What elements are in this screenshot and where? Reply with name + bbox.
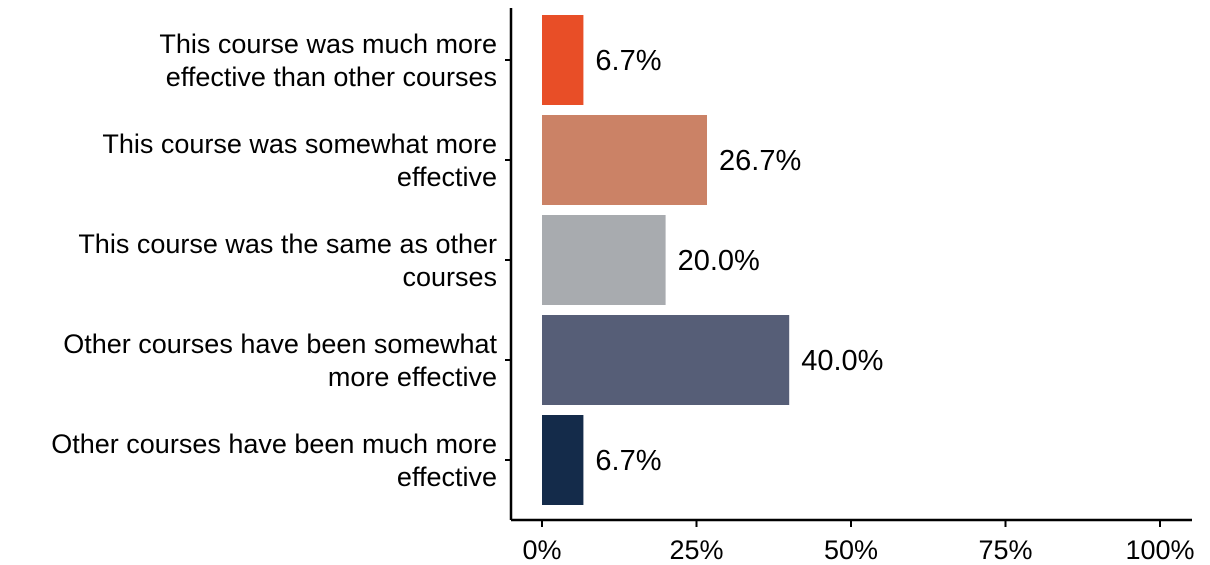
category-label-2: This course was the same as other courses <box>78 229 497 292</box>
category-label-1-line-1: effective <box>397 162 497 192</box>
value-label-4: 6.7% <box>595 445 661 477</box>
category-label-0-line-0: This course was much more <box>159 29 497 59</box>
category-label-4: Other courses have been much more effecti… <box>51 429 497 492</box>
category-label-0: This course was much more effective than … <box>159 29 497 92</box>
category-labels-group: This course was much more effective than … <box>51 29 497 492</box>
category-label-1: This course was somewhat more effective <box>102 129 497 192</box>
category-label-0-line-1: effective than other courses <box>166 62 497 92</box>
value-label-1: 26.7% <box>719 145 801 177</box>
value-label-2: 20.0% <box>678 245 760 277</box>
category-label-4-line-1: effective <box>397 462 497 492</box>
bar-3 <box>542 315 790 405</box>
bar-2 <box>542 215 666 305</box>
category-label-3-line-1: more effective <box>328 362 497 392</box>
bar-0 <box>542 15 584 105</box>
category-label-1-line-0: This course was somewhat more <box>102 129 497 159</box>
x-tick-label-0: 0% <box>522 535 561 565</box>
category-label-2-line-0: This course was the same as other <box>78 229 497 259</box>
bars-group <box>542 15 790 505</box>
category-label-3: Other courses have been somewhat more eff… <box>63 329 497 392</box>
category-label-3-line-0: Other courses have been somewhat <box>63 329 497 359</box>
x-tick-label-4: 100% <box>1125 535 1194 565</box>
x-tick-label-2: 50% <box>824 535 878 565</box>
value-labels-group: 6.7% 26.7% 20.0% 40.0% 6.7% <box>595 45 883 477</box>
x-axis-ticks-group: 0% 25% 50% 75% 100% <box>522 520 1195 565</box>
bar-1 <box>542 115 708 205</box>
value-label-3: 40.0% <box>801 345 883 377</box>
x-tick-label-1: 25% <box>669 535 723 565</box>
x-tick-label-3: 75% <box>978 535 1032 565</box>
category-label-4-line-0: Other courses have been much more <box>51 429 497 459</box>
bar-4 <box>542 415 584 505</box>
category-label-2-line-1: courses <box>402 262 497 292</box>
value-label-0: 6.7% <box>595 45 661 77</box>
